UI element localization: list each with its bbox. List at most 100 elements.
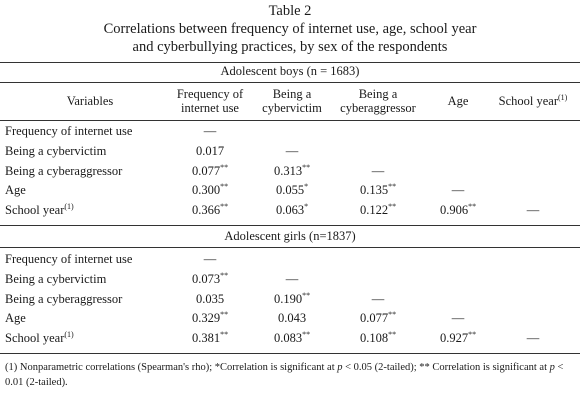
- text: —: [203, 252, 217, 266]
- text: 0.381: [191, 331, 221, 346]
- text: —: [285, 143, 299, 158]
- rule: [0, 247, 580, 248]
- cell: 0.190**: [257, 290, 327, 307]
- cell: 0.083**: [257, 331, 327, 346]
- text: —: [526, 203, 540, 218]
- superscript: **: [302, 162, 311, 172]
- text: Frequency of internet use: [5, 124, 133, 138]
- text: 0.077: [359, 311, 389, 326]
- text: 0.190: [273, 291, 303, 306]
- row-label: Being a cyberaggressor: [5, 164, 122, 179]
- cell: 0.108**: [343, 331, 413, 346]
- cell: 0.055*: [257, 183, 327, 198]
- section-heading: Adolescent girls (n=1837): [224, 229, 356, 243]
- cell: 0.073**: [175, 270, 245, 287]
- superscript: **: [388, 182, 397, 192]
- cell: 0.313**: [257, 162, 327, 179]
- cell: 0.927**: [423, 331, 493, 346]
- caption-line: Correlations between frequency of intern…: [103, 21, 477, 37]
- superscript: **: [220, 162, 229, 172]
- rule: [0, 82, 580, 83]
- rule: [0, 62, 580, 63]
- cell: 0.017: [175, 144, 245, 159]
- cell: —: [423, 183, 493, 198]
- column-header: Frequency of internet use: [170, 87, 250, 115]
- superscript: **: [302, 290, 311, 300]
- footnote: (1) Nonparametric correlations (Spearman…: [5, 360, 575, 390]
- text: 0.035: [195, 291, 225, 306]
- superscript: **: [388, 310, 397, 320]
- cell: 0.122**: [343, 203, 413, 218]
- text: Frequency of internet use: [176, 87, 244, 115]
- cell: —: [498, 203, 568, 218]
- column-header: School year(1): [488, 94, 578, 109]
- text: 0.135: [359, 183, 389, 198]
- caption-line: and cyberbullying practices, by sex of t…: [132, 39, 448, 55]
- column-header: Variables: [40, 94, 140, 108]
- text: Being a cyberaggressor: [340, 87, 416, 115]
- text: 0.043: [277, 311, 307, 326]
- cell: —: [343, 292, 413, 307]
- cell: 0.063*: [257, 203, 327, 218]
- text: School year: [498, 94, 559, 108]
- superscript: *: [304, 202, 309, 212]
- text: School year: [5, 331, 65, 346]
- row-label: Age: [5, 183, 26, 198]
- text: —: [203, 124, 217, 138]
- superscript: **: [220, 182, 229, 192]
- text: Being a cyberaggressor: [5, 291, 123, 306]
- text: —: [371, 291, 385, 306]
- column-header: Age: [433, 94, 483, 108]
- cell: 0.035: [175, 292, 245, 307]
- text: —: [451, 183, 465, 198]
- text: School year: [5, 203, 65, 218]
- footnote-text: < 0.05 (2-tailed); ** Correlation is sig…: [342, 362, 550, 373]
- footnote-text: (1) Nonparametric correlations (Spearman…: [5, 362, 338, 373]
- superscript: **: [220, 310, 229, 320]
- cell: 0.077**: [343, 311, 413, 326]
- footnote-italic: p: [549, 362, 555, 373]
- text: Age: [447, 94, 469, 108]
- text: 0.083: [273, 331, 303, 346]
- text: 0.077: [191, 163, 221, 178]
- text: 0.017: [195, 143, 225, 158]
- text: 0.300: [191, 183, 221, 198]
- text: —: [371, 163, 385, 178]
- column-header: Being a cybervictim: [254, 87, 330, 115]
- footnote-text: < 0.01 (2-tailed).: [5, 362, 564, 388]
- cell: 0.329**: [175, 311, 245, 326]
- superscript: **: [220, 270, 229, 280]
- row-label: School year(1): [5, 203, 74, 218]
- rule: [0, 225, 580, 226]
- cell: —: [423, 311, 493, 326]
- text: Being a cybervictim: [5, 271, 107, 286]
- cell: —: [257, 144, 327, 159]
- superscript: **: [220, 202, 229, 212]
- text: 0.108: [359, 331, 389, 346]
- rule: [0, 353, 580, 354]
- footnote-italic: p: [337, 362, 343, 373]
- text: —: [451, 311, 465, 326]
- cell: —: [498, 331, 568, 346]
- row-label: Frequency of internet use: [5, 252, 132, 267]
- superscript: **: [220, 330, 229, 340]
- section-heading: Adolescent boys (n = 1683): [220, 64, 360, 78]
- row-label: Age: [5, 311, 26, 326]
- superscript: **: [468, 330, 477, 340]
- row-label: Being a cybervictim: [5, 272, 106, 287]
- superscript: (1): [64, 202, 74, 212]
- text: Being a cybervictim: [262, 87, 322, 115]
- superscript: *: [304, 182, 309, 192]
- text: 0.313: [273, 163, 303, 178]
- row-label: Being a cyberaggressor: [5, 292, 122, 307]
- text: 0.927: [439, 331, 469, 346]
- text: Age: [5, 183, 26, 198]
- cell: 0.906**: [423, 203, 493, 218]
- cell: 0.043: [257, 311, 327, 326]
- text: 0.329: [191, 311, 221, 326]
- text: 0.073: [191, 271, 221, 286]
- cell: 0.300**: [175, 183, 245, 198]
- rule: [0, 120, 580, 121]
- superscript: (1): [64, 330, 74, 340]
